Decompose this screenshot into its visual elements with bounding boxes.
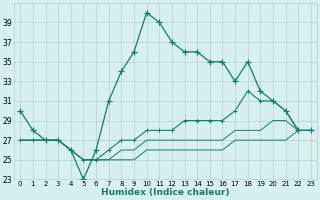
X-axis label: Humidex (Indice chaleur): Humidex (Indice chaleur) <box>101 188 230 197</box>
